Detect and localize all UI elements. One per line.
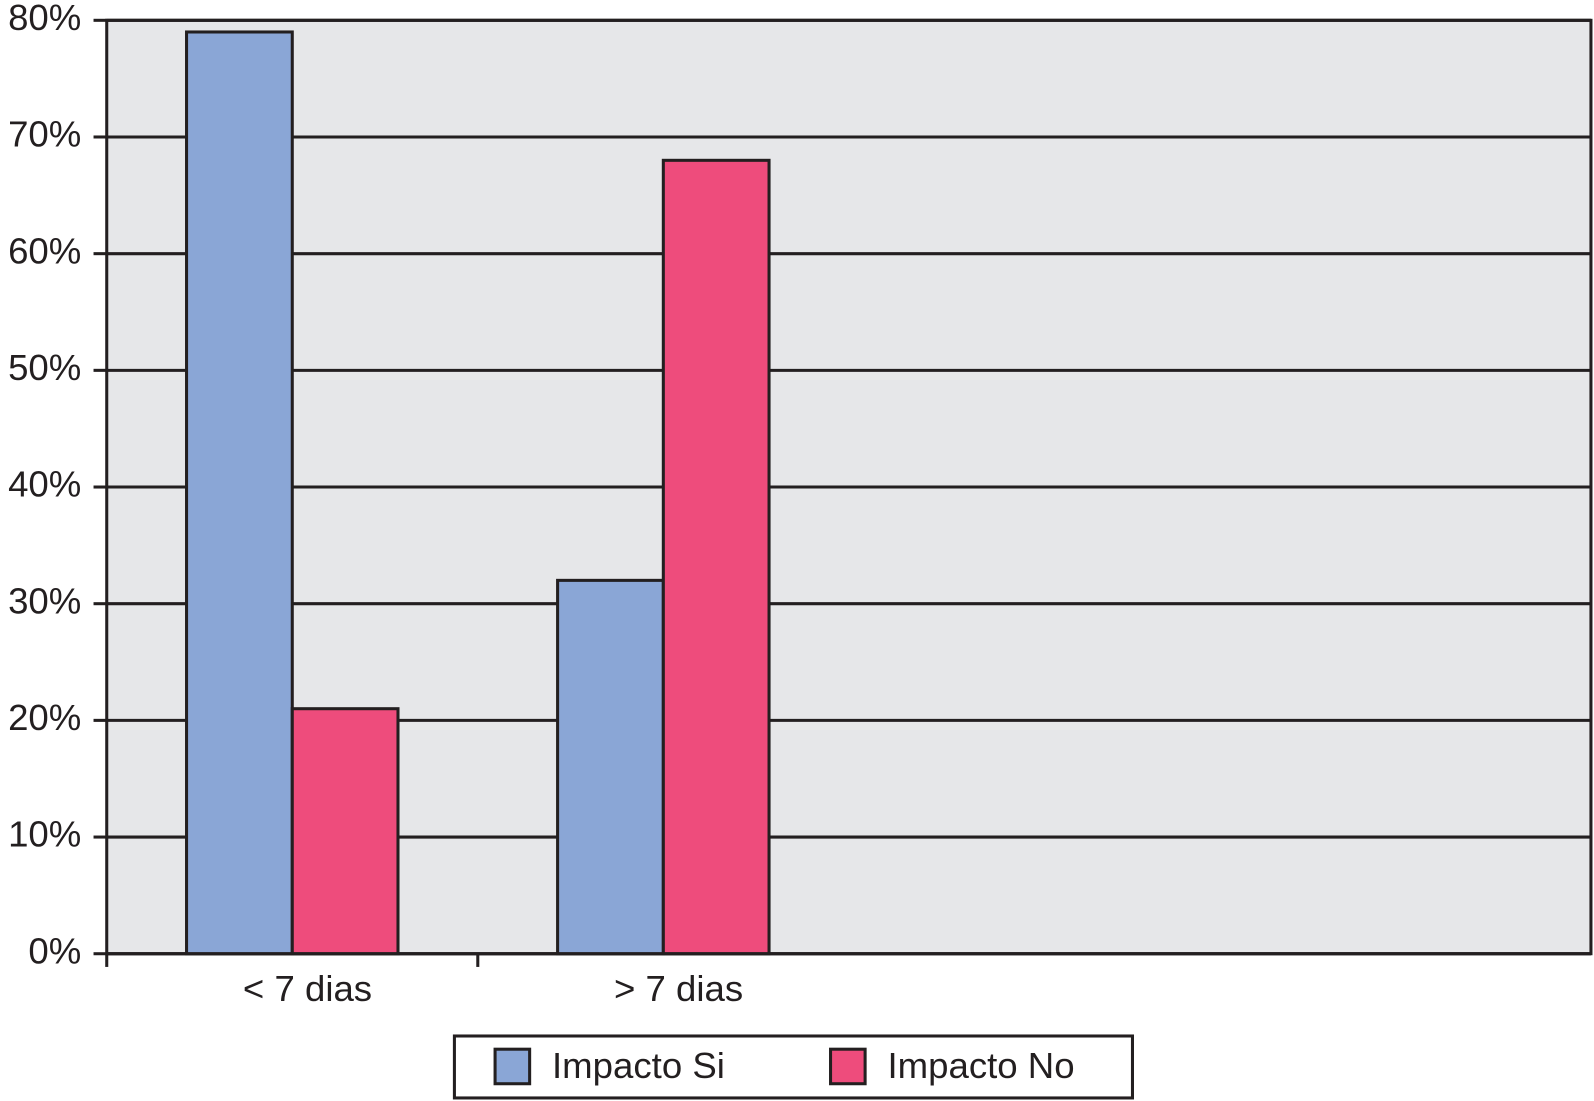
y-tick-label: 80%: [8, 0, 81, 38]
legend-swatch: [493, 1047, 532, 1086]
y-tick-label: 70%: [8, 114, 81, 155]
bar: [661, 158, 771, 956]
bar: [185, 30, 294, 956]
y-tick-label: 60%: [8, 230, 81, 271]
y-tick-label: 50%: [8, 347, 81, 388]
legend-box: [452, 1034, 1134, 1100]
bar: [290, 707, 400, 956]
y-tick-label: 30%: [8, 580, 81, 621]
x-tick-label: < 7 dias: [243, 968, 372, 1009]
legend-label: Impacto Si: [552, 1045, 725, 1086]
legend-swatch: [829, 1047, 867, 1086]
legend-label: Impacto No: [887, 1045, 1074, 1086]
y-tick-label: 0%: [28, 930, 81, 971]
y-tick-label: 10%: [8, 814, 81, 855]
y-tick-label: 20%: [8, 697, 81, 738]
y-tick-label: 40%: [8, 464, 81, 505]
x-tick-label: > 7 dias: [614, 968, 743, 1009]
bar: [556, 578, 665, 956]
